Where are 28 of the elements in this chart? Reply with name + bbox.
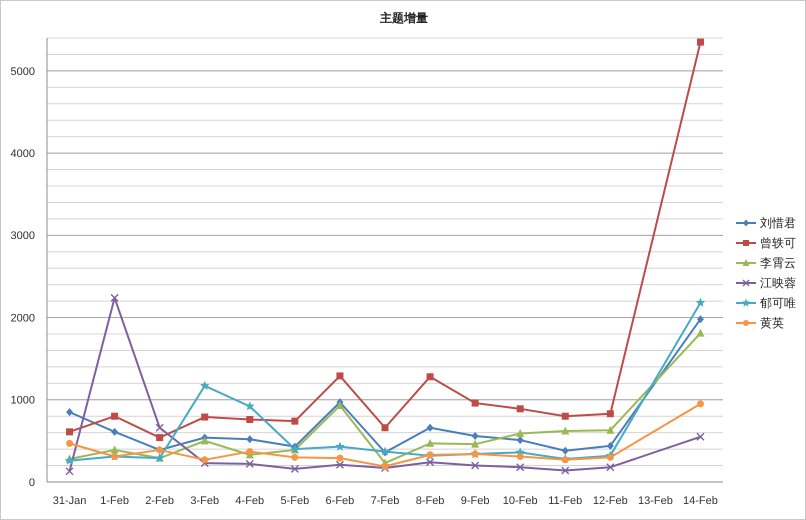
x-tick-label: 8-Feb — [416, 494, 444, 507]
legend-label: 刘惜君 — [760, 214, 796, 232]
x-tick-label: 2-Feb — [145, 494, 174, 507]
chart-title: 主题增量 — [379, 10, 429, 27]
legend-label: 郁可唯 — [760, 294, 796, 312]
legend-label: 江映蓉 — [760, 274, 796, 292]
legend-label: 黄英 — [760, 314, 784, 332]
legend-label: 李霄云 — [760, 254, 796, 272]
x-tick-label: 7-Feb — [370, 494, 400, 507]
y-tick-label: 4000 — [10, 148, 35, 160]
x-tick-label: 12-Feb — [592, 494, 628, 507]
x-tick-label: 5-Feb — [280, 494, 310, 507]
x-tick-label: 3-Feb — [190, 494, 220, 507]
x-tick-label: 13-Feb — [638, 494, 673, 507]
x-tick-label: 1-Feb — [100, 494, 129, 507]
legend-label: 曾轶可 — [760, 234, 796, 252]
y-tick-label: 0 — [28, 476, 35, 489]
x-tick-label: 4-Feb — [235, 494, 264, 507]
y-tick-label: 5000 — [10, 66, 35, 78]
x-tick-label: 11-Feb — [548, 494, 582, 507]
x-tick-label: 31-Jan — [52, 494, 86, 507]
y-tick-label: 2000 — [10, 312, 35, 324]
x-tick-label: 10-Feb — [502, 494, 538, 507]
x-tick-label: 6-Feb — [326, 494, 354, 507]
y-tick-label: 1000 — [10, 394, 35, 407]
y-tick-label: 3000 — [10, 230, 35, 242]
x-tick-label: 14-Feb — [683, 494, 718, 507]
x-tick-label: 9-Feb — [460, 494, 490, 507]
